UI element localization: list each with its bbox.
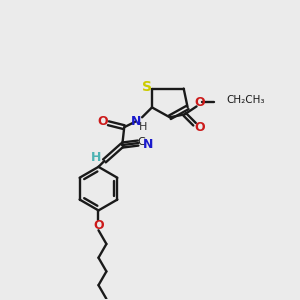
Text: H: H xyxy=(139,122,147,132)
Text: S: S xyxy=(142,80,152,94)
Text: CH₂CH₃: CH₂CH₃ xyxy=(226,95,265,106)
Text: C: C xyxy=(137,137,145,147)
Text: O: O xyxy=(93,219,104,232)
Text: O: O xyxy=(97,115,108,128)
Text: O: O xyxy=(194,96,205,109)
Text: H: H xyxy=(91,152,102,164)
Text: O: O xyxy=(194,121,205,134)
Text: N: N xyxy=(131,115,141,128)
Text: N: N xyxy=(143,138,153,151)
